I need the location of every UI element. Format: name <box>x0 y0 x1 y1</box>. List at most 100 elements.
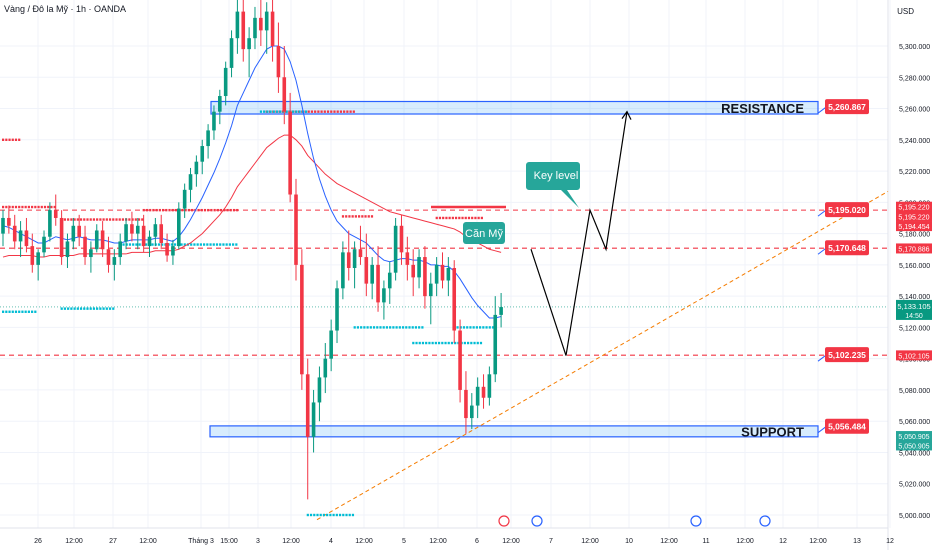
candle-body <box>177 208 181 247</box>
price-tag-box <box>825 202 869 218</box>
x-tick-label: 12:00 <box>809 538 827 545</box>
axis-tag-label: 5,195.220 <box>898 205 929 212</box>
support-dot <box>306 513 309 517</box>
candle-body <box>188 174 193 190</box>
axis-tag-label: 5,050.905 <box>898 434 929 441</box>
candle-body <box>358 249 363 258</box>
resistance-dot <box>458 216 461 220</box>
candle-body <box>241 11 246 50</box>
support-dot <box>329 513 332 517</box>
x-tick-label: 12:00 <box>355 538 373 545</box>
resistance-dot <box>207 208 210 212</box>
candle-body <box>130 224 134 234</box>
support-dot <box>356 326 360 329</box>
axis-tag-box <box>896 440 932 451</box>
x-tick-label: 12 <box>886 538 894 545</box>
candle-body <box>229 38 234 68</box>
resistance-dot <box>14 138 18 141</box>
candle-body <box>253 17 257 39</box>
resistance-dot <box>229 208 232 212</box>
support-dot <box>472 326 475 329</box>
support-dot <box>225 243 228 246</box>
support-dot <box>466 341 470 345</box>
support-dot <box>96 307 99 310</box>
resistance-dot <box>155 208 158 212</box>
resistance-dot <box>128 218 131 221</box>
support-dot <box>395 326 398 329</box>
resistance-dot <box>18 138 21 141</box>
support-dot <box>135 243 138 246</box>
resistance-dot <box>181 208 184 212</box>
support-dot <box>405 326 408 329</box>
resistance-dot <box>174 208 178 212</box>
support-dot <box>157 243 161 246</box>
x-tick-label: 12:00 <box>65 538 83 545</box>
resistance-dot <box>448 216 451 220</box>
support-dot <box>86 307 89 310</box>
resistance-dot <box>141 218 144 221</box>
candle-body <box>411 264 415 278</box>
support-dot <box>263 110 266 113</box>
price-tag-label: 5,056.484 <box>828 422 866 432</box>
support-dot <box>209 243 212 246</box>
resistance-dot <box>236 208 239 212</box>
resistance-dot <box>345 215 348 218</box>
x-tick-label: 11 <box>702 538 709 545</box>
price-tag-box <box>825 347 869 363</box>
resistance-dot <box>213 208 216 212</box>
support-dot <box>398 326 401 329</box>
resistance-dot <box>5 205 8 209</box>
support-dot <box>309 513 313 517</box>
support-dot <box>92 307 96 310</box>
x-tick-label: 12:00 <box>139 538 157 545</box>
resistance-dot <box>364 215 367 218</box>
resistance-dot <box>197 208 200 212</box>
resistance-dot <box>47 205 50 209</box>
x-tick-label: 3 <box>256 538 260 545</box>
support-dot <box>473 341 476 345</box>
symbol-title: Vàng / Đô la Mỹ · 1h · OANDA <box>4 4 127 14</box>
x-tick-label: 7 <box>549 538 553 545</box>
support-dot <box>421 326 424 329</box>
resistance-dot <box>134 218 137 221</box>
resistance-dot <box>187 208 190 212</box>
zone-resistance <box>210 100 819 115</box>
support-dot <box>313 513 316 517</box>
resistance-dot <box>34 205 37 209</box>
price-tag-connector <box>817 247 827 255</box>
projection-arrowhead <box>621 110 632 120</box>
resistance-dot <box>330 110 333 113</box>
candle-body <box>405 252 410 265</box>
y-tick-label: 5,060.000 <box>899 419 930 426</box>
support-dot <box>132 243 135 246</box>
support-dot <box>363 326 366 329</box>
price-tag-connector <box>817 354 827 362</box>
price-tag-connector <box>817 106 827 114</box>
y-tick-label: 5,160.000 <box>899 263 930 270</box>
support-dot <box>193 243 196 246</box>
candle-body <box>182 189 187 209</box>
resistance-dot <box>63 218 67 221</box>
support-dot <box>379 326 382 329</box>
support-dot <box>79 307 83 310</box>
support-dot <box>8 310 11 313</box>
resistance-dot <box>40 205 43 209</box>
support-dot <box>466 326 469 329</box>
candle-body <box>53 210 58 218</box>
support-dot <box>479 341 483 345</box>
resistance-dot <box>11 138 14 141</box>
resistance-dot <box>73 218 76 221</box>
price-tag-box <box>825 240 869 256</box>
support-dot <box>475 326 478 329</box>
support-dot <box>298 110 301 113</box>
support-dot <box>441 341 444 345</box>
x-tick-label: 12:00 <box>660 538 678 545</box>
resistance-dot <box>31 205 34 209</box>
support-dot <box>99 307 102 310</box>
support-dot <box>462 326 466 329</box>
support-dot <box>389 326 392 329</box>
candle-body <box>481 386 486 398</box>
candle-body <box>194 161 199 175</box>
price-tag-box <box>825 418 869 434</box>
